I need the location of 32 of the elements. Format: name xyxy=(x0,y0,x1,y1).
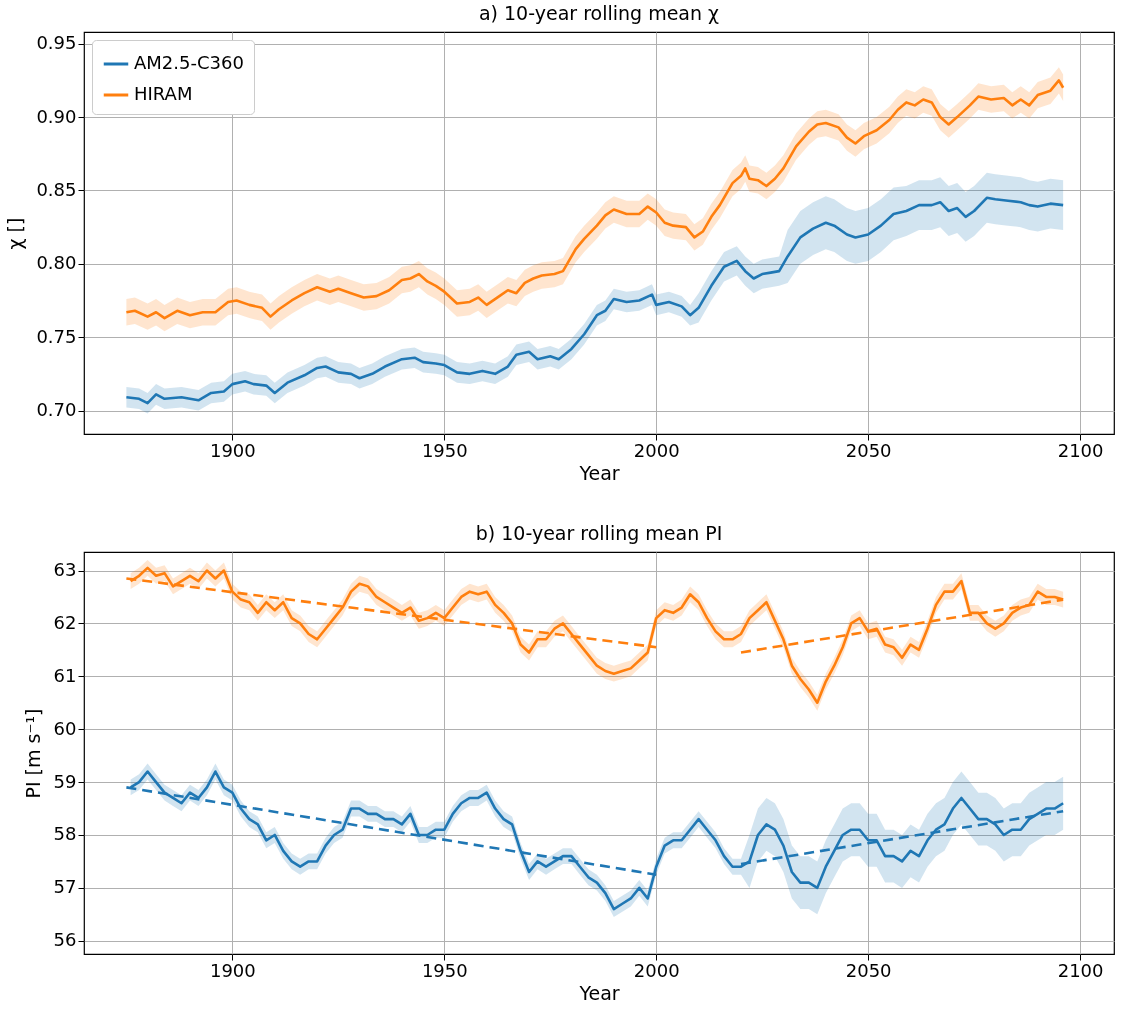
x-tick-label: 2100 xyxy=(1057,959,1104,981)
x-tick-label: 2050 xyxy=(845,439,892,461)
x-tick-label: 2050 xyxy=(845,959,892,981)
y-tick-label: 59 xyxy=(53,770,77,792)
legend-label: AM2.5-C360 xyxy=(134,52,244,73)
y-tick-label: 0.80 xyxy=(36,252,77,274)
legend-label: HIRAM xyxy=(134,83,193,104)
y-tick-label: 63 xyxy=(53,559,77,581)
x-tick-label: 2100 xyxy=(1057,439,1104,461)
y-axis-title: χ [] xyxy=(4,217,27,250)
y-tick-label: 56 xyxy=(53,929,77,951)
y-tick-label: 62 xyxy=(53,611,77,633)
y-tick-label: 0.90 xyxy=(36,105,77,127)
x-axis-title: Year xyxy=(578,981,620,1004)
x-axis-title: Year xyxy=(578,461,620,484)
y-axis-title: PI [m s⁻¹] xyxy=(21,708,44,799)
y-tick-label: 0.85 xyxy=(36,178,77,200)
x-tick-label: 1950 xyxy=(421,959,468,981)
x-tick-label: 1900 xyxy=(209,439,256,461)
x-tick-label: 2000 xyxy=(633,439,680,461)
y-tick-label: 0.75 xyxy=(36,325,77,347)
chart-title: b) 10-year rolling mean PI xyxy=(475,522,723,544)
y-tick-label: 61 xyxy=(53,664,77,686)
y-tick-label: 0.95 xyxy=(36,32,77,54)
x-tick-label: 1900 xyxy=(209,959,256,981)
chart-title: a) 10-year rolling mean χ xyxy=(478,2,720,24)
y-tick-label: 57 xyxy=(53,876,77,898)
y-tick-label: 58 xyxy=(53,823,77,845)
y-tick-label: 60 xyxy=(53,717,77,739)
x-tick-label: 2000 xyxy=(633,959,680,981)
y-tick-label: 0.70 xyxy=(36,399,77,421)
x-tick-label: 1950 xyxy=(421,439,468,461)
